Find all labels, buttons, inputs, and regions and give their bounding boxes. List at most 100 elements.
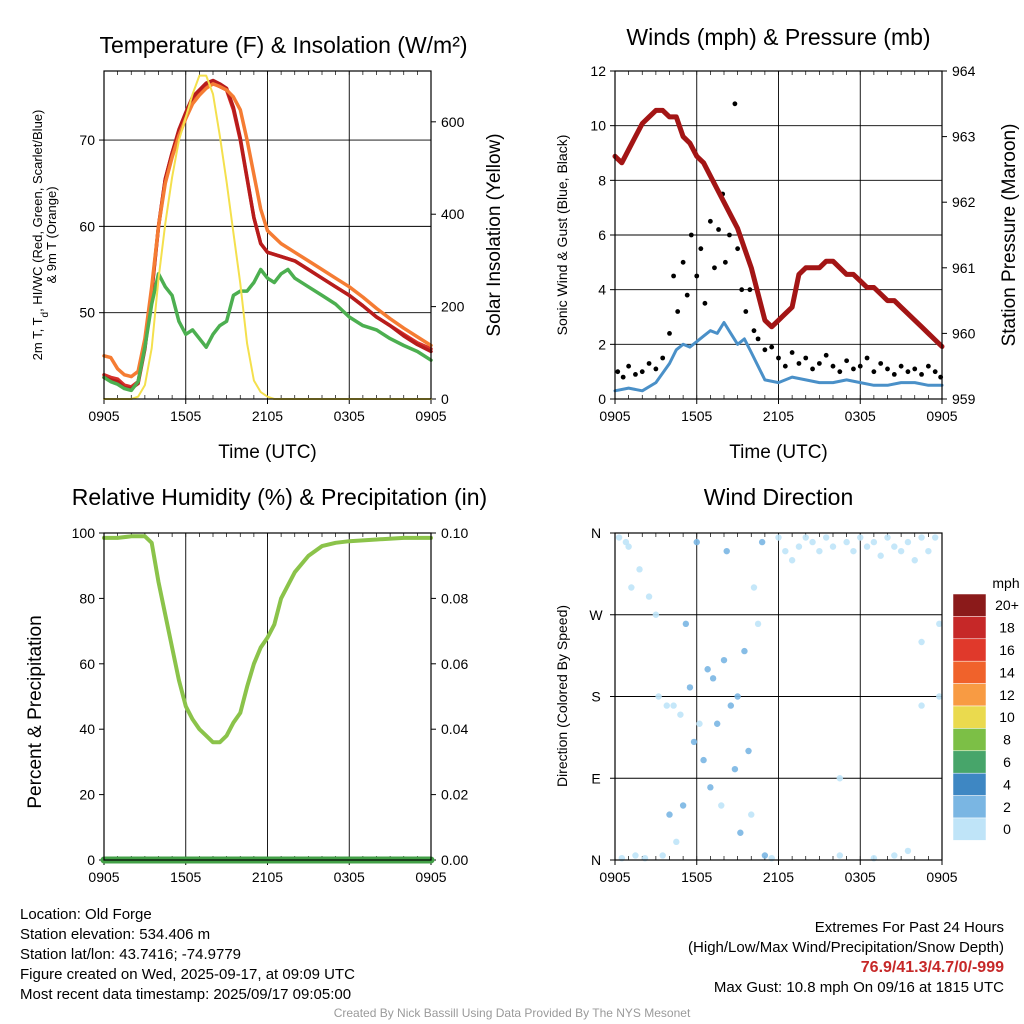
direction-point bbox=[731, 765, 739, 773]
colorbar-label: 16 bbox=[999, 642, 1015, 658]
y-tick-label: 80 bbox=[79, 590, 95, 606]
gust-point bbox=[796, 361, 802, 366]
y-tick-label: 0 bbox=[87, 852, 95, 868]
direction-point bbox=[655, 693, 662, 700]
x-tick-label: 2105 bbox=[252, 869, 283, 885]
y-tick-label: 40 bbox=[79, 721, 95, 737]
gust-point bbox=[816, 361, 822, 366]
x-tick-label: 2105 bbox=[252, 408, 283, 424]
gust-point bbox=[735, 246, 741, 252]
gust-point bbox=[837, 369, 843, 375]
plot-frame bbox=[103, 532, 432, 861]
y2-tick-label: 962 bbox=[952, 194, 976, 210]
direction-point bbox=[836, 775, 844, 782]
direction-point bbox=[863, 543, 871, 550]
y-tick-label: W bbox=[589, 607, 603, 623]
direction-point bbox=[666, 811, 673, 818]
y2-tick-label: 0 bbox=[441, 391, 449, 407]
direction-point bbox=[936, 693, 943, 700]
gust-point bbox=[712, 265, 717, 271]
colorbar-label: 12 bbox=[999, 687, 1015, 703]
direction-point bbox=[659, 852, 666, 859]
y2-tick-label: 0.04 bbox=[441, 721, 468, 737]
gust-point bbox=[751, 328, 757, 334]
gust-point bbox=[615, 369, 621, 375]
y-tick-label: 70 bbox=[79, 132, 95, 148]
gust-point bbox=[739, 287, 745, 293]
direction-point bbox=[822, 534, 830, 541]
station-location: Location: Old Forge bbox=[20, 906, 152, 923]
y2-tick-label: 964 bbox=[952, 63, 976, 79]
direction-point bbox=[734, 693, 741, 700]
gust-point bbox=[680, 259, 686, 265]
x-tick-label: 1505 bbox=[681, 408, 712, 424]
y2-tick-label: 960 bbox=[952, 325, 976, 341]
direction-point bbox=[857, 534, 864, 541]
direction-point bbox=[713, 720, 721, 727]
direction-point bbox=[904, 538, 912, 546]
colorbar-unit: mph bbox=[992, 575, 1019, 591]
x-tick-label: 0905 bbox=[926, 408, 957, 424]
gust-point bbox=[727, 232, 732, 238]
panel-title: Temperature (F) & Insolation (W/m²) bbox=[99, 32, 467, 58]
gust-point bbox=[626, 363, 632, 369]
credit-line: Created By Nick Bassill Using Data Provi… bbox=[333, 1006, 691, 1020]
colorbar-swatch bbox=[952, 638, 987, 662]
y-tick-label: 2 bbox=[598, 336, 606, 352]
direction-point bbox=[628, 584, 635, 591]
direction-point bbox=[673, 838, 680, 846]
direction-point bbox=[709, 675, 717, 682]
colorbar-swatch bbox=[952, 817, 987, 841]
gust-point bbox=[851, 366, 856, 372]
gust-point bbox=[789, 350, 795, 355]
gust-point bbox=[694, 273, 700, 279]
direction-point bbox=[891, 543, 898, 550]
gust-point bbox=[857, 363, 863, 369]
x-tick-label: 0305 bbox=[845, 408, 876, 424]
x-tick-label: 0305 bbox=[334, 408, 365, 424]
direction-point bbox=[727, 702, 735, 709]
y2-tick-label: 961 bbox=[952, 260, 976, 276]
gust-point bbox=[675, 309, 681, 314]
pressure-line bbox=[612, 107, 945, 349]
direction-point bbox=[911, 557, 918, 564]
direction-point bbox=[707, 784, 714, 791]
gust-point bbox=[743, 309, 749, 314]
gust-point bbox=[782, 363, 788, 369]
y2-tick-label: 0.06 bbox=[441, 656, 468, 672]
gust-point bbox=[898, 363, 904, 369]
figure-created: Figure created on Wed, 2025-09-17, at 09… bbox=[20, 966, 355, 983]
direction-point bbox=[741, 647, 748, 655]
colorbar-label: 8 bbox=[1003, 732, 1011, 748]
colorbar-label: 6 bbox=[1003, 754, 1011, 770]
x-axis-title: Time (UTC) bbox=[729, 442, 828, 463]
direction-point bbox=[904, 847, 912, 855]
direction-point bbox=[704, 666, 711, 673]
panel-2: 0905 1505 2105 0305 090502468101295996096196… bbox=[554, 24, 1020, 463]
direction-point bbox=[679, 802, 687, 809]
y-tick-label: 8 bbox=[598, 172, 606, 188]
direction-point bbox=[690, 738, 698, 746]
y-tick-label: 50 bbox=[79, 305, 95, 321]
x-tick-label: 0305 bbox=[334, 869, 365, 885]
gust-point bbox=[762, 347, 768, 353]
direction-point bbox=[636, 566, 643, 573]
gust-point bbox=[646, 361, 652, 366]
extremes-panel: Extremes For Past 24 Hours (High/Low/Max… bbox=[688, 918, 1004, 998]
gust-point bbox=[932, 369, 938, 375]
direction-point bbox=[870, 538, 878, 546]
direction-point bbox=[918, 638, 925, 646]
x-tick-label: 0905 bbox=[926, 869, 957, 885]
extremes-title: Extremes For Past 24 Hours bbox=[814, 919, 1004, 936]
x-tick-label: 0905 bbox=[415, 408, 446, 424]
gust-point bbox=[891, 372, 897, 377]
x-tick-label: 2105 bbox=[763, 408, 794, 424]
y2-tick-label: 600 bbox=[441, 114, 465, 130]
direction-point bbox=[677, 711, 684, 718]
colorbar-swatch bbox=[952, 660, 987, 684]
x-tick-label: 2105 bbox=[763, 869, 794, 885]
direction-point bbox=[625, 543, 632, 550]
direction-point bbox=[829, 543, 837, 550]
gust-point bbox=[823, 352, 829, 358]
